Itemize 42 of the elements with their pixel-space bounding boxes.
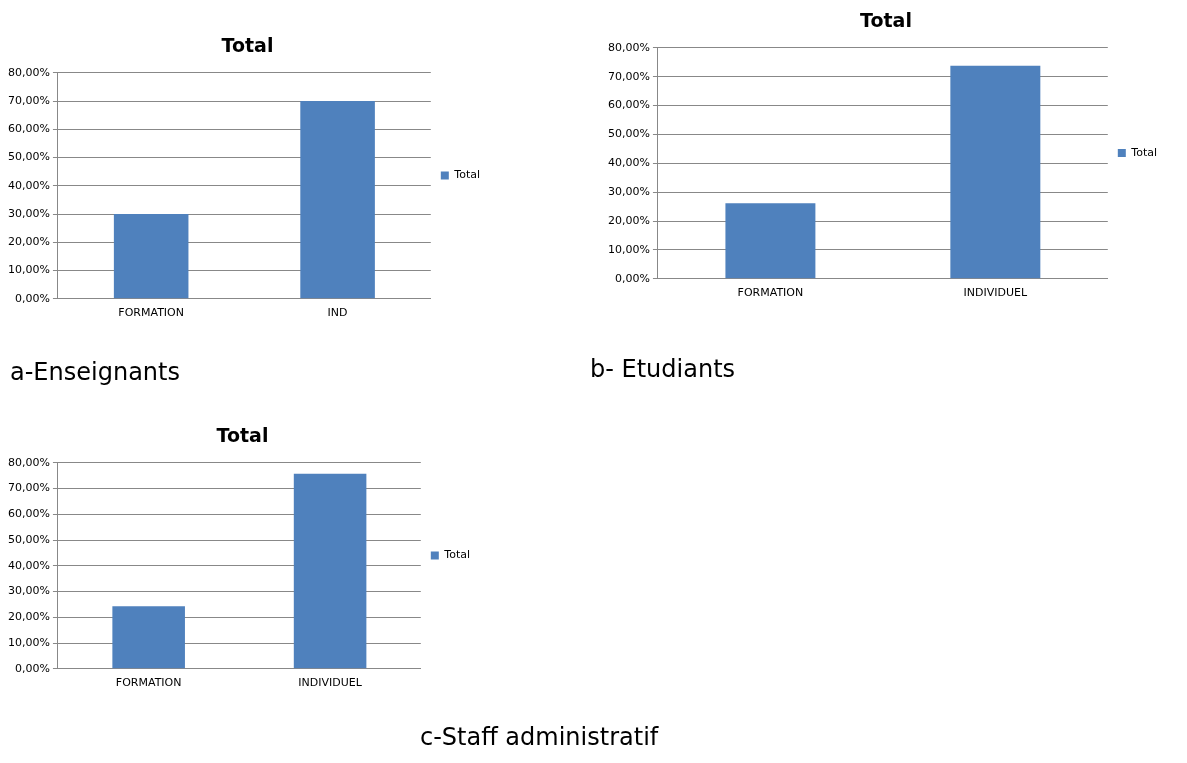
y-tick-label: 40,00% [607,156,650,170]
text: c-Staff administratif [420,723,659,751]
y-tick-label: 20,00% [7,235,50,249]
text: b- Etudiants [590,355,736,383]
y-tick-label: 50,00% [7,532,50,546]
x-tick-label: FORMATION [737,286,804,300]
y-tick-label: 10,00% [7,635,50,649]
y-tick-label: 30,00% [7,206,50,220]
legend-label: Total [1130,145,1158,159]
legend-label: Total [453,168,481,182]
y-tick-label: 10,00% [7,263,50,277]
x-tick-label: FORMATION [118,306,184,320]
y-tick-label: 50,00% [607,127,650,141]
y-tick-label: 70,00% [607,69,650,83]
y-tick-label: 60,00% [7,507,50,521]
y-tick-label: 20,00% [7,610,50,624]
y-tick-label: 40,00% [7,558,50,572]
y-tick-label: 30,00% [7,584,50,598]
y-tick-label: 70,00% [7,93,50,107]
y-tick-label: 0,00% [14,291,50,305]
y-tick-label: 20,00% [607,213,650,227]
y-tick-label: 80,00% [607,40,650,54]
x-tick-label: FORMATION [115,676,182,690]
y-tick-label: 0,00% [14,661,50,675]
x-tick-label: IND [327,306,348,320]
x-tick-label: INDIVIDUEL [298,676,363,690]
chart-title: Total [221,34,274,57]
legend-label: Total [443,548,471,562]
x-tick-label: INDIVIDUEL [963,286,1028,300]
y-tick-label: 10,00% [607,242,650,256]
y-tick-label: 30,00% [607,185,650,199]
y-tick-label: 70,00% [7,481,50,495]
y-tick-label: 60,00% [607,98,650,112]
y-tick-label: 50,00% [7,150,50,164]
y-tick-label: 0,00% [614,271,650,285]
chart-title: Total [216,424,269,447]
y-tick-label: 80,00% [7,65,50,79]
text: a-Enseignants [10,358,180,386]
y-tick-label: 40,00% [7,178,50,192]
chart-title: Total [860,9,912,32]
y-tick-label: 60,00% [7,122,50,136]
y-tick-label: 80,00% [7,455,50,469]
